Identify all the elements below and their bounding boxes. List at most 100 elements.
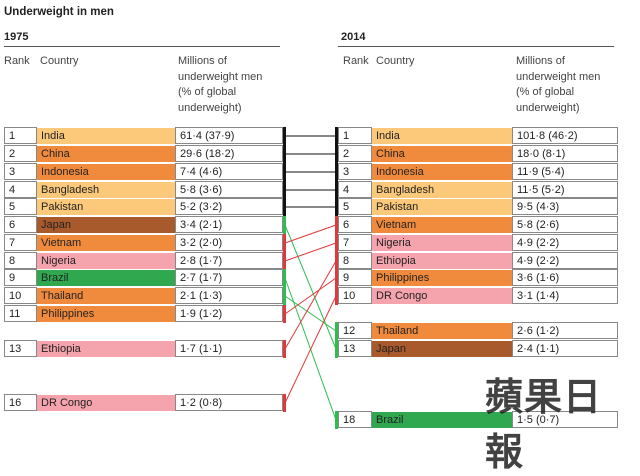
rank-cell: 1	[338, 127, 372, 144]
value-cell: 101·8 (46·2)	[512, 127, 618, 144]
rank-change-line	[284, 277, 337, 315]
country-cell: China	[37, 145, 175, 162]
rank-cell: 4	[4, 181, 37, 198]
rank-change-line	[284, 224, 337, 244]
country-cell: Thailand	[37, 287, 175, 304]
rank-cell: 8	[4, 252, 37, 269]
value-cell: 1·5 (0·7)	[512, 411, 618, 428]
rank-change-marker	[283, 234, 286, 252]
rank-cell: 5	[4, 198, 37, 215]
value-cell: 9·5 (4·3)	[512, 198, 618, 215]
rank-cell: 3	[4, 163, 37, 180]
value-cell: 4·9 (2·2)	[512, 234, 618, 251]
rank-cell: 8	[338, 252, 372, 269]
rank-change-marker	[335, 181, 338, 199]
value-cell: 11·9 (5·4)	[512, 163, 618, 180]
value-cell: 1·7 (1·1)	[175, 340, 283, 357]
country-cell: Japan	[372, 340, 512, 357]
rank-change-marker	[283, 340, 286, 358]
rank-change-marker	[335, 163, 338, 181]
left-divider	[4, 46, 280, 47]
rank-cell: 1	[4, 127, 37, 144]
rank-cell: 11	[4, 305, 37, 322]
country-cell: Philippines	[372, 269, 512, 286]
rank-cell: 7	[338, 234, 372, 251]
rank-change-marker	[283, 252, 286, 270]
rank-change-marker	[335, 411, 338, 429]
value-cell: 2·4 (1·1)	[512, 340, 618, 357]
country-cell: Ethiopia	[372, 252, 512, 269]
rank-change-marker	[335, 252, 338, 270]
country-cell: Nigeria	[372, 234, 512, 251]
rank-change-marker	[283, 216, 286, 234]
rank-cell: 9	[338, 269, 372, 286]
rank-cell: 10	[4, 287, 37, 304]
chart-title: Underweight in men	[4, 6, 114, 18]
rank-cell: 6	[4, 216, 37, 233]
rank-change-line	[284, 295, 337, 332]
rank-cell: 13	[338, 340, 372, 357]
country-cell: Vietnam	[372, 216, 512, 233]
country-cell: China	[372, 145, 512, 162]
value-cell: 7·4 (4·6)	[175, 163, 283, 180]
rank-change-marker	[283, 145, 286, 163]
country-cell: Thailand	[372, 322, 512, 339]
country-cell: India	[372, 127, 512, 144]
country-cell: DR Congo	[372, 287, 512, 304]
value-cell: 2·1 (1·3)	[175, 287, 283, 304]
rank-cell: 2	[338, 145, 372, 162]
rank-change-marker	[335, 340, 338, 358]
country-cell: India	[37, 127, 175, 144]
country-cell: Indonesia	[37, 163, 175, 180]
rank-change-marker	[283, 198, 286, 216]
left-value-header: Millions of underweight men (% of global…	[178, 55, 263, 114]
country-cell: Bangladesh	[372, 181, 512, 198]
right-divider	[338, 46, 614, 47]
value-cell: 5·8 (3·6)	[175, 181, 283, 198]
value-cell: 2·7 (1·7)	[175, 269, 283, 286]
rank-change-marker	[335, 145, 338, 163]
rank-cell: 16	[4, 394, 37, 411]
right-value-header: Millions of underweight men (% of global…	[516, 55, 601, 114]
country-cell: Japan	[37, 216, 175, 233]
country-cell: Brazil	[37, 269, 175, 286]
rank-change-marker	[335, 287, 338, 305]
rank-change-marker	[335, 322, 338, 340]
country-cell: Vietnam	[37, 234, 175, 251]
country-cell: Nigeria	[37, 252, 175, 269]
value-cell: 18·0 (8·1)	[512, 145, 618, 162]
apple-daily-watermark: 蘋果日報	[485, 375, 603, 474]
value-cell: 3·2 (2·0)	[175, 234, 283, 251]
rank-change-lines	[283, 127, 338, 429]
rank-change-marker	[283, 305, 286, 323]
rank-change-line	[284, 260, 337, 350]
rank-change-marker	[283, 394, 286, 412]
rank-cell: 13	[4, 340, 37, 357]
country-cell: DR Congo	[37, 394, 175, 411]
rank-change-marker	[335, 269, 338, 287]
country-cell: Philippines	[37, 305, 175, 322]
rank-cell: 6	[338, 216, 372, 233]
value-cell: 29·6 (18·2)	[175, 145, 283, 162]
country-cell: Brazil	[372, 411, 512, 428]
rank-change-line	[284, 242, 337, 262]
value-cell: 5·8 (2·6)	[512, 216, 618, 233]
value-cell: 5·2 (3·2)	[175, 198, 283, 215]
rank-change-marker	[335, 234, 338, 252]
right-country-header: Country	[376, 55, 415, 67]
value-cell: 2·6 (1·2)	[512, 322, 618, 339]
rank-cell: 10	[338, 287, 372, 304]
rank-change-marker	[283, 163, 286, 181]
rank-cell: 2	[4, 145, 37, 162]
value-cell: 3·1 (1·4)	[512, 287, 618, 304]
rank-cell: 7	[4, 234, 37, 251]
value-cell: 1·2 (0·8)	[175, 394, 283, 411]
rank-change-line	[284, 224, 337, 350]
value-cell: 1·9 (1·2)	[175, 305, 283, 322]
left-rank-header: Rank	[4, 55, 30, 67]
country-cell: Pakistan	[37, 198, 175, 215]
rank-cell: 4	[338, 181, 372, 198]
rank-change-marker	[335, 198, 338, 216]
value-cell: 2·8 (1·7)	[175, 252, 283, 269]
rank-change-marker	[283, 127, 286, 145]
